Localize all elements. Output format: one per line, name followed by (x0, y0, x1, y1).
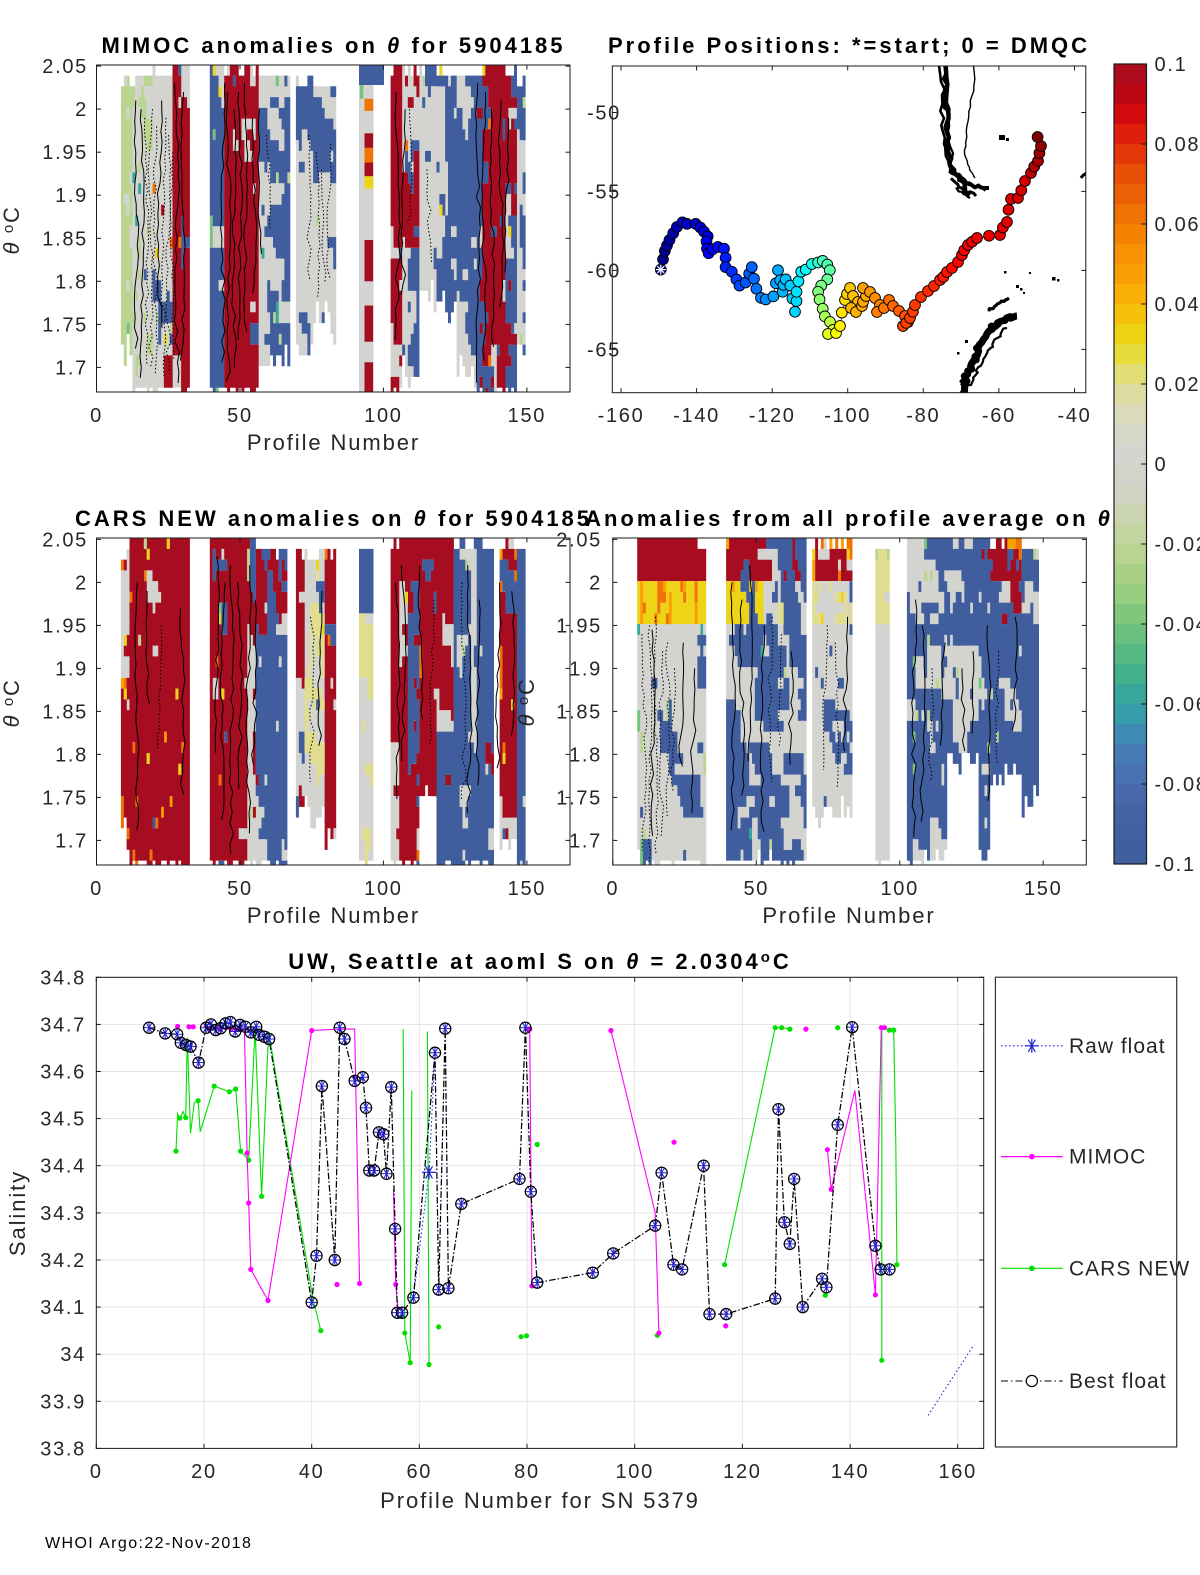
svg-text:Salinity: Salinity (5, 1170, 30, 1256)
svg-text:34.8: 34.8 (40, 967, 86, 989)
svg-text:1.75: 1.75 (42, 787, 88, 809)
svg-text:34.4: 34.4 (40, 1156, 86, 1178)
svg-text:θ oC: θ oC (514, 677, 539, 726)
svg-text:0: 0 (1155, 454, 1168, 476)
svg-text:0.1: 0.1 (1155, 54, 1188, 76)
svg-text:1.95: 1.95 (42, 142, 88, 164)
svg-text:Anomalies from all profile ave: Anomalies from all profile average on θ (585, 506, 1113, 531)
svg-text:-60: -60 (982, 405, 1016, 427)
svg-text:50: 50 (743, 878, 769, 900)
svg-text:34.7: 34.7 (40, 1014, 86, 1036)
svg-text:Profile Number: Profile Number (247, 903, 420, 928)
svg-text:2: 2 (75, 572, 88, 594)
svg-text:2.05: 2.05 (556, 529, 602, 551)
svg-text:0: 0 (90, 405, 103, 427)
svg-text:UW, Seattle at aoml S on θ = 2: UW, Seattle at aoml S on θ = 2.0304oC (288, 949, 792, 974)
svg-text:-0.02: -0.02 (1155, 534, 1200, 556)
svg-text:100: 100 (880, 878, 918, 900)
svg-text:1.75: 1.75 (42, 314, 88, 336)
svg-text:40: 40 (299, 1461, 325, 1483)
svg-text:Profile Number: Profile Number (247, 430, 420, 455)
svg-text:150: 150 (1024, 878, 1062, 900)
svg-text:-160: -160 (598, 405, 645, 427)
svg-text:0: 0 (90, 1461, 103, 1483)
svg-text:1.7: 1.7 (55, 357, 88, 379)
svg-text:1.95: 1.95 (42, 615, 88, 637)
svg-text:34.2: 34.2 (40, 1250, 86, 1272)
svg-text:-0.1: -0.1 (1155, 854, 1196, 876)
svg-text:150: 150 (508, 405, 546, 427)
svg-text:0.08: 0.08 (1155, 134, 1200, 156)
svg-text:MIMOC anomalies on θ for 5904: MIMOC anomalies on θ for 5904185 (101, 33, 565, 58)
svg-text:0: 0 (90, 878, 103, 900)
svg-text:50: 50 (227, 405, 253, 427)
svg-text:Profile Number: Profile Number (762, 903, 935, 928)
svg-text:-50: -50 (587, 103, 621, 125)
svg-text:2.05: 2.05 (42, 56, 88, 78)
svg-text:160: 160 (938, 1461, 976, 1483)
svg-text:1.7: 1.7 (55, 830, 88, 852)
svg-text:-65: -65 (587, 339, 621, 361)
svg-text:WHOI Argo:22-Nov-2018: WHOI Argo:22-Nov-2018 (45, 1535, 252, 1552)
svg-text:1.75: 1.75 (556, 787, 602, 809)
svg-text:34.1: 34.1 (40, 1297, 86, 1319)
svg-text:60: 60 (406, 1461, 432, 1483)
svg-text:θ oC: θ oC (0, 205, 24, 254)
svg-text:Best float: Best float (1069, 1370, 1167, 1393)
svg-text:Profile Number for SN 5379: Profile Number for SN 5379 (380, 1488, 700, 1513)
svg-text:1.8: 1.8 (55, 271, 88, 293)
svg-text:1.9: 1.9 (55, 185, 88, 207)
svg-text:-0.04: -0.04 (1155, 614, 1200, 636)
svg-text:33.8: 33.8 (40, 1438, 86, 1460)
svg-text:Profile Positions: *=start; 0: Profile Positions: *=start; 0 = DMQC (608, 33, 1090, 58)
svg-text:0.04: 0.04 (1155, 294, 1200, 316)
svg-text:50: 50 (227, 878, 253, 900)
svg-text:CARS NEW anomalies on θ for 59: CARS NEW anomalies on θ for 5904185 (75, 506, 592, 531)
svg-text:1.8: 1.8 (569, 744, 602, 766)
svg-text:20: 20 (191, 1461, 217, 1483)
svg-text:1.95: 1.95 (556, 615, 602, 637)
svg-text:0: 0 (606, 878, 619, 900)
svg-text:1.8: 1.8 (55, 744, 88, 766)
svg-text:0.06: 0.06 (1155, 214, 1200, 236)
svg-text:2.05: 2.05 (42, 529, 88, 551)
svg-text:-100: -100 (824, 405, 871, 427)
svg-text:θ oC: θ oC (0, 678, 24, 727)
svg-text:140: 140 (831, 1461, 869, 1483)
svg-text:2: 2 (589, 572, 602, 594)
svg-text:1.85: 1.85 (42, 228, 88, 250)
svg-text:-55: -55 (587, 181, 621, 203)
svg-text:-80: -80 (906, 405, 940, 427)
svg-text:-140: -140 (673, 405, 720, 427)
svg-text:1.9: 1.9 (55, 658, 88, 680)
svg-text:100: 100 (364, 405, 402, 427)
svg-text:CARS NEW: CARS NEW (1069, 1257, 1190, 1280)
svg-text:80: 80 (514, 1461, 540, 1483)
svg-text:150: 150 (508, 878, 546, 900)
svg-text:100: 100 (615, 1461, 653, 1483)
svg-text:34.5: 34.5 (40, 1109, 86, 1131)
svg-text:33.9: 33.9 (40, 1391, 86, 1413)
svg-text:Raw float: Raw float (1069, 1035, 1166, 1058)
svg-text:1.85: 1.85 (42, 701, 88, 723)
svg-text:-60: -60 (587, 260, 621, 282)
svg-text:100: 100 (364, 878, 402, 900)
svg-text:1.85: 1.85 (556, 701, 602, 723)
svg-text:MIMOC: MIMOC (1069, 1146, 1146, 1169)
svg-text:0.02: 0.02 (1155, 374, 1200, 396)
svg-text:-0.08: -0.08 (1155, 774, 1200, 796)
svg-text:34: 34 (60, 1344, 86, 1366)
svg-text:34.6: 34.6 (40, 1062, 86, 1084)
svg-text:-120: -120 (749, 405, 796, 427)
svg-text:-40: -40 (1057, 405, 1091, 427)
svg-text:1.7: 1.7 (569, 830, 602, 852)
svg-text:34.3: 34.3 (40, 1203, 86, 1225)
svg-text:120: 120 (723, 1461, 761, 1483)
svg-text:-0.06: -0.06 (1155, 694, 1200, 716)
svg-text:1.9: 1.9 (569, 658, 602, 680)
svg-text:2: 2 (75, 99, 88, 121)
